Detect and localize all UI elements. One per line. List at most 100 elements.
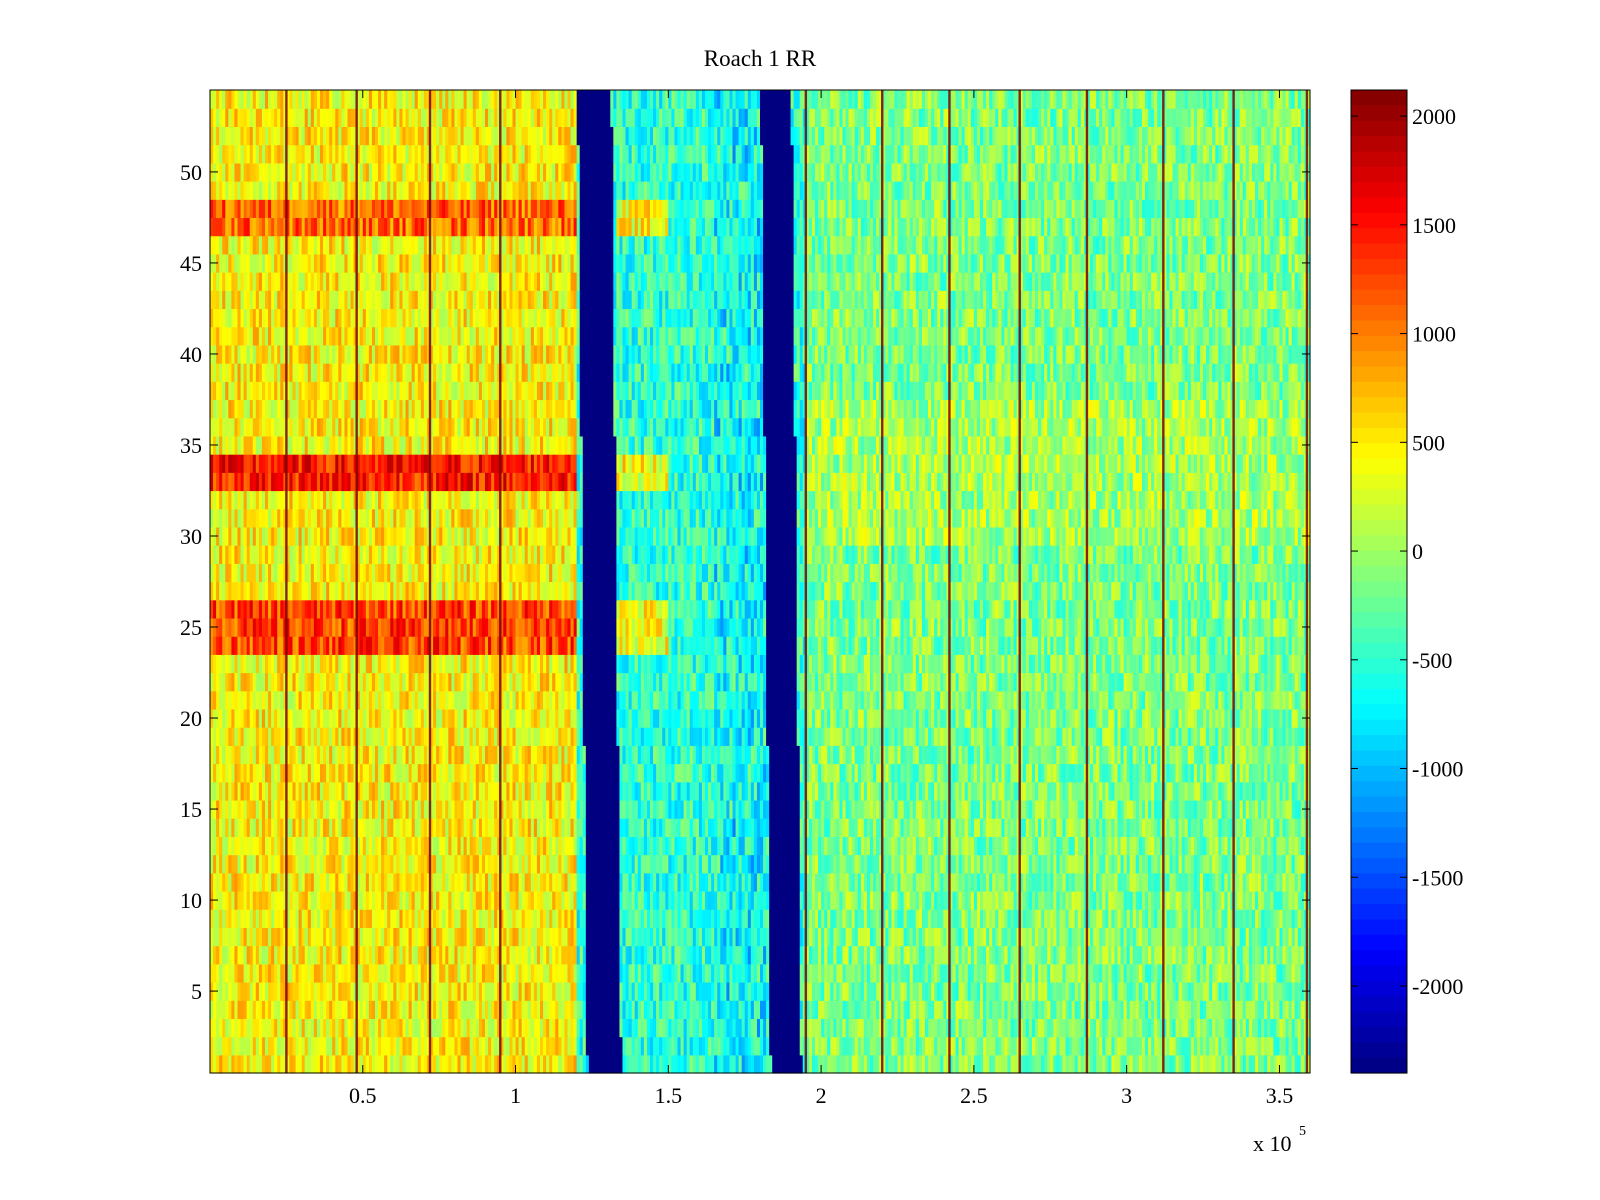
heatmap-cell — [744, 945, 749, 965]
heatmap-cell — [1141, 1036, 1146, 1056]
heatmap-cell — [555, 1018, 559, 1038]
heatmap-cell — [720, 872, 724, 892]
heatmap-cell — [1169, 1000, 1174, 1019]
heatmap-cell — [1203, 909, 1207, 928]
heatmap-cell — [750, 872, 755, 892]
heatmap-cell — [463, 981, 468, 1001]
heatmap-cell — [1093, 1000, 1097, 1019]
heatmap-cell — [656, 963, 660, 983]
heatmap-cell — [772, 945, 776, 965]
heatmap-cell — [1016, 1018, 1021, 1038]
heatmap-cell — [393, 1036, 397, 1056]
heatmap-cell — [1160, 1018, 1164, 1038]
heatmap-cell — [1276, 945, 1281, 965]
heatmap-cell — [430, 1036, 434, 1056]
heatmap-cell — [903, 1054, 908, 1074]
heatmap-cell — [506, 963, 511, 983]
heatmap-cell — [472, 1000, 477, 1019]
heatmap-cell — [964, 981, 969, 1001]
heatmap-cell — [1022, 981, 1027, 1001]
heatmap-cell — [533, 945, 538, 965]
heatmap-cell — [775, 872, 779, 892]
heatmap-cell — [912, 890, 917, 910]
heatmap-cell — [1209, 1000, 1213, 1019]
heatmap-cell — [961, 909, 966, 928]
heatmap-cell — [769, 909, 773, 928]
heatmap-cell — [769, 927, 773, 947]
heatmap-cell — [423, 872, 428, 892]
heatmap-cell — [399, 1036, 404, 1056]
heatmap-cell — [775, 963, 779, 983]
heatmap-cell — [1102, 963, 1106, 983]
heatmap-cell — [671, 927, 676, 947]
heatmap-cell — [1028, 1036, 1033, 1056]
heatmap-cell — [778, 909, 782, 928]
heatmap-cell — [802, 872, 807, 892]
heatmap-cell — [1065, 1018, 1070, 1038]
heatmap-cell — [900, 1054, 905, 1074]
heatmap-cell — [973, 981, 978, 1001]
heatmap-cell — [1288, 927, 1293, 947]
heatmap-cell — [1059, 1018, 1064, 1038]
heatmap-cell — [1105, 981, 1109, 1001]
heatmap-cell — [891, 1018, 896, 1038]
heatmap-cell — [653, 927, 657, 947]
heatmap-cell — [497, 945, 501, 965]
heatmap-cell — [283, 872, 287, 892]
heatmap-cell — [442, 963, 446, 983]
heatmap-cell — [900, 1018, 905, 1038]
heatmap-cell — [332, 909, 336, 928]
heatmap-cell — [824, 945, 828, 965]
heatmap-cell — [268, 945, 272, 965]
heatmap-cell — [772, 1018, 776, 1038]
heatmap-cell — [671, 1018, 676, 1038]
heatmap-cell — [1282, 890, 1287, 910]
heatmap-cell — [650, 1018, 654, 1038]
heatmap-cell — [683, 872, 688, 892]
heatmap-cell — [222, 927, 226, 947]
heatmap-cell — [1099, 1054, 1103, 1074]
heatmap-cell — [750, 909, 755, 928]
heatmap-cell — [1212, 890, 1216, 910]
heatmap-cell — [1242, 963, 1247, 983]
heatmap-cell — [1206, 890, 1210, 910]
heatmap-cell — [1160, 872, 1164, 892]
heatmap-cell — [543, 890, 547, 910]
heatmap-cell — [1184, 927, 1189, 947]
heatmap-cell — [216, 1000, 220, 1019]
heatmap-cell — [307, 1054, 312, 1074]
heatmap-cell — [265, 1054, 269, 1074]
heatmap-cell — [686, 872, 691, 892]
heatmap-cell — [1148, 1000, 1152, 1019]
heatmap-cell — [558, 1036, 562, 1056]
heatmap-cell — [457, 945, 462, 965]
heatmap-cell — [588, 909, 593, 928]
heatmap-cell — [368, 909, 373, 928]
heatmap-cell — [811, 909, 816, 928]
heatmap-cell — [778, 927, 782, 947]
heatmap-cell — [439, 963, 443, 983]
heatmap-cell — [1215, 1054, 1219, 1074]
heatmap-cell — [552, 1036, 556, 1056]
heatmap-cell — [1120, 872, 1125, 892]
heatmap-cell — [1141, 963, 1146, 983]
heatmap-cell — [460, 1054, 465, 1074]
heatmap-cell — [897, 963, 902, 983]
heatmap-cell — [992, 890, 996, 910]
heatmap-cell — [549, 1000, 553, 1019]
heatmap-cell — [359, 890, 364, 910]
heatmap-cell — [1047, 909, 1051, 928]
heatmap-cell — [775, 1036, 779, 1056]
heatmap-cell — [778, 1000, 782, 1019]
heatmap-cell — [555, 1000, 559, 1019]
heatmap-cell — [824, 963, 828, 983]
heatmap-cell — [1184, 1054, 1189, 1074]
heatmap-cell — [1071, 1018, 1076, 1038]
heatmap-cell — [472, 981, 477, 1001]
heatmap-cell — [338, 927, 342, 947]
heatmap-cell — [326, 981, 330, 1001]
heatmap-cell — [488, 1000, 492, 1019]
heatmap-cell — [848, 1018, 853, 1038]
heatmap-cell — [900, 1036, 905, 1056]
heatmap-cell — [454, 927, 459, 947]
